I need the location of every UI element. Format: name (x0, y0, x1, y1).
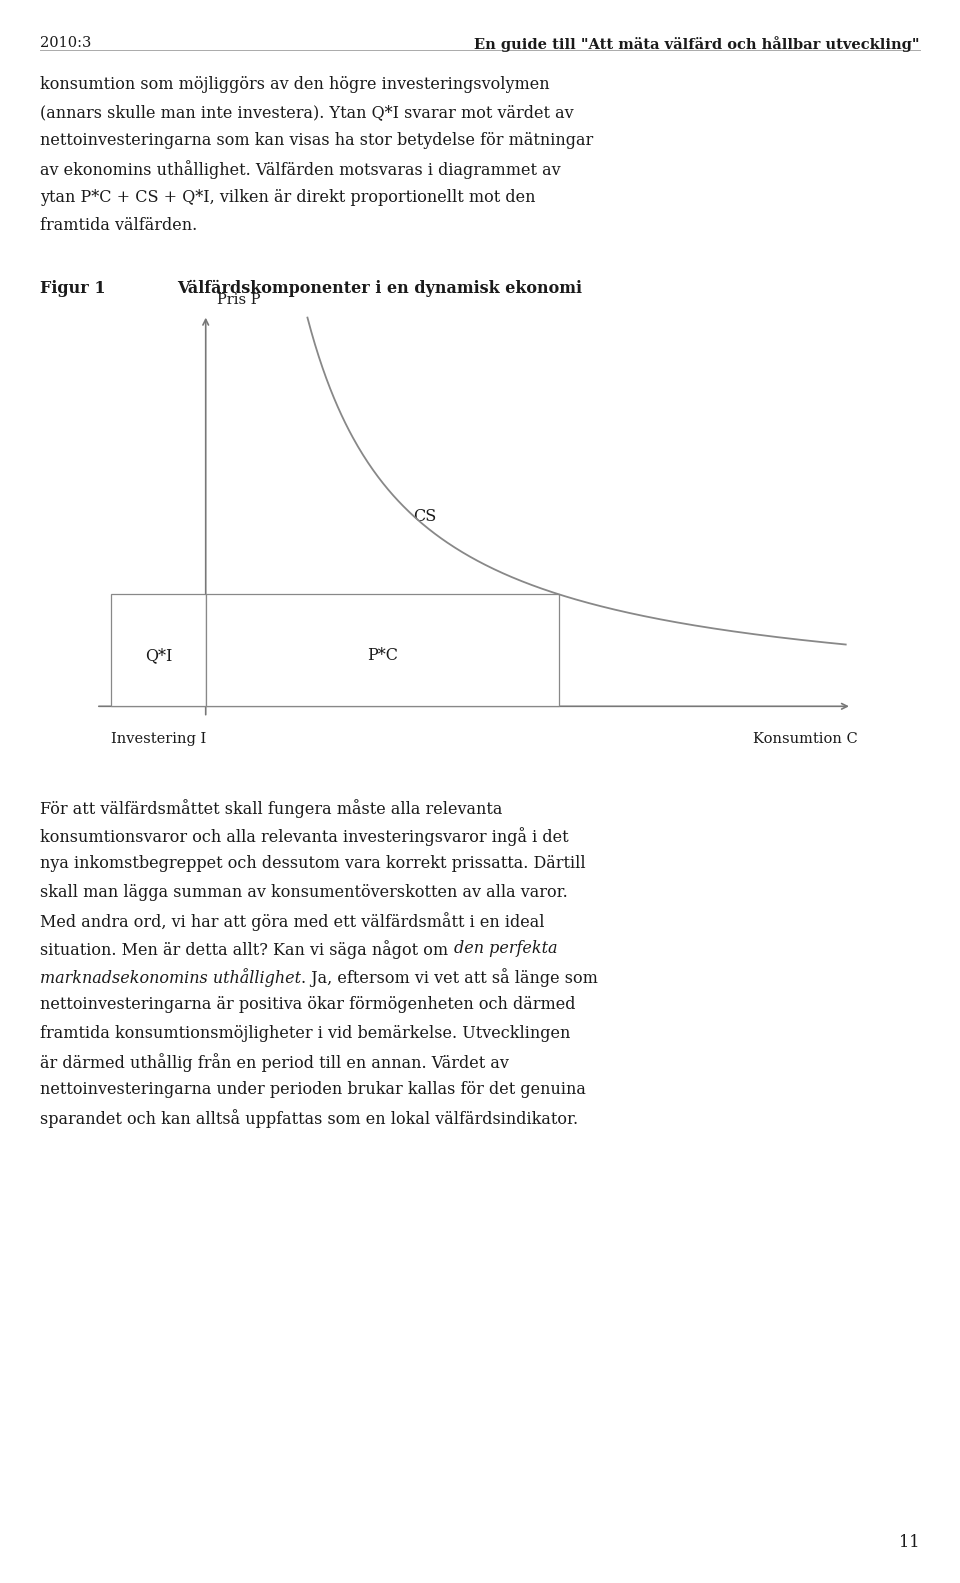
Text: situation. Men är detta allt? Kan vi säga något om: situation. Men är detta allt? Kan vi säg… (40, 940, 453, 959)
Text: konsumtionsvaror och alla relevanta investeringsvaror ingå i det: konsumtionsvaror och alla relevanta inve… (40, 828, 569, 847)
Text: framtida välfärden.: framtida välfärden. (40, 217, 198, 234)
Text: Investering I: Investering I (111, 733, 206, 747)
Text: framtida konsumtionsmöjligheter i vid bemärkelse. Utvecklingen: framtida konsumtionsmöjligheter i vid be… (40, 1024, 570, 1042)
Text: nya inkomstbegreppet och dessutom vara korrekt prissatta. Därtill: nya inkomstbegreppet och dessutom vara k… (40, 855, 586, 872)
Bar (111, 595, 205, 706)
Text: Med andra ord, vi har att göra med ett välfärdsmått i en ideal: Med andra ord, vi har att göra med ett v… (40, 912, 545, 931)
Text: Pris P: Pris P (217, 293, 260, 307)
Text: 2010:3: 2010:3 (40, 35, 92, 49)
Text: Konsumtion C: Konsumtion C (754, 733, 858, 747)
Text: är därmed uthållig från en period till en annan. Värdet av: är därmed uthållig från en period till e… (40, 1053, 509, 1072)
Text: 11: 11 (900, 1534, 920, 1551)
Text: Figur 1: Figur 1 (40, 280, 106, 298)
Text: av ekonomins uthållighet. Välfärden motsvaras i diagrammet av: av ekonomins uthållighet. Välfärden mots… (40, 160, 561, 179)
Text: (annars skulle man inte investera). Ytan Q*I svarar mot värdet av: (annars skulle man inte investera). Ytan… (40, 104, 574, 122)
Text: sparandet och kan alltså uppfattas som en lokal välfärdsindikator.: sparandet och kan alltså uppfattas som e… (40, 1110, 579, 1129)
Text: För att välfärdsmåttet skall fungera måste alla relevanta: För att välfärdsmåttet skall fungera mås… (40, 799, 503, 818)
Text: CS: CS (413, 508, 437, 524)
Text: nettoinvesteringarna är positiva ökar förmögenheten och därmed: nettoinvesteringarna är positiva ökar fö… (40, 996, 576, 1013)
Text: marknadsekonomins uthållighet: marknadsekonomins uthållighet (40, 969, 301, 988)
Text: den perfekta: den perfekta (453, 940, 557, 958)
Text: Välfärdskomponenter i en dynamisk ekonomi: Välfärdskomponenter i en dynamisk ekonom… (178, 280, 583, 298)
Text: skall man lägga summan av konsumentöverskotten av alla varor.: skall man lägga summan av konsumentövers… (40, 883, 568, 901)
Text: P*C: P*C (367, 647, 398, 665)
Text: Q*I: Q*I (145, 647, 172, 665)
Text: nettoinvesteringarna som kan visas ha stor betydelse för mätningar: nettoinvesteringarna som kan visas ha st… (40, 133, 593, 149)
Text: konsumtion som möjliggörs av den högre investeringsvolymen: konsumtion som möjliggörs av den högre i… (40, 76, 550, 93)
Text: nettoinvesteringarna under perioden brukar kallas för det genuina: nettoinvesteringarna under perioden bruk… (40, 1081, 587, 1099)
Bar (205, 595, 560, 706)
Text: En guide till "Att mäta välfärd och hållbar utveckling": En guide till "Att mäta välfärd och håll… (474, 35, 920, 52)
Text: ytan P*C + CS + Q*I, vilken är direkt proportionellt mot den: ytan P*C + CS + Q*I, vilken är direkt pr… (40, 188, 536, 206)
Text: . Ja, eftersom vi vet att så länge som: . Ja, eftersom vi vet att så länge som (301, 969, 598, 988)
